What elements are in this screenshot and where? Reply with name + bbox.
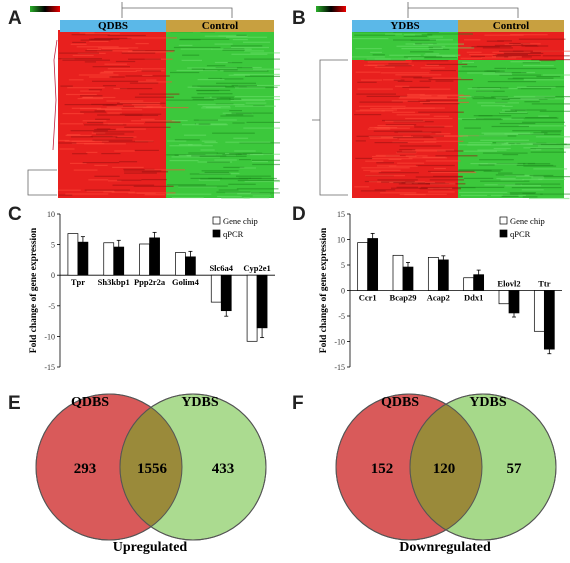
venn-f-caption: Downregulated bbox=[399, 540, 491, 555]
panel-letter-d: D bbox=[292, 204, 306, 225]
bar-qpcr bbox=[543, 290, 555, 350]
y-tick-label: 10 bbox=[47, 210, 55, 219]
bar-qpcr bbox=[220, 274, 232, 312]
bar-qpcr bbox=[367, 238, 379, 291]
bar-qpcr bbox=[77, 241, 89, 276]
legend-label: Gene chip bbox=[223, 216, 258, 226]
venn-e-overlap bbox=[120, 394, 182, 540]
venn-e-overlap-count: 1556 bbox=[137, 461, 167, 477]
panel-letter-e: E bbox=[8, 393, 21, 414]
y-tick-label: -10 bbox=[334, 338, 345, 347]
category-label: Elovl2 bbox=[497, 279, 520, 289]
bar-gene-chip bbox=[427, 256, 439, 291]
group-label-control-b: Control bbox=[458, 20, 564, 32]
y-tick-label: 0 bbox=[341, 287, 345, 296]
category-label: Ddx1 bbox=[464, 293, 483, 303]
venn-e-left-label: QDBS bbox=[70, 395, 110, 410]
category-label: Cyp2e1 bbox=[243, 263, 270, 273]
y-tick-label: 5 bbox=[341, 261, 345, 270]
color-key-b bbox=[316, 6, 346, 12]
venn-f bbox=[335, 393, 557, 541]
venn-f-left-label: QDBS bbox=[380, 395, 420, 410]
y-tick-label: -5 bbox=[48, 302, 55, 311]
legend-label: Gene chip bbox=[510, 216, 545, 226]
heatmap-b bbox=[312, 2, 570, 200]
venn-e-caption: Upregulated bbox=[112, 540, 188, 555]
panel-letter-c: C bbox=[8, 204, 22, 225]
legend-label: qPCR bbox=[510, 229, 531, 239]
heatmap-a bbox=[27, 2, 280, 199]
y-tick-label: -5 bbox=[338, 312, 345, 321]
bar-gene-chip bbox=[392, 254, 404, 291]
venn-f-overlap-count: 120 bbox=[432, 461, 456, 477]
category-label: Ttr bbox=[538, 279, 551, 289]
category-label: Sh3kbp1 bbox=[98, 277, 130, 287]
venn-e bbox=[35, 393, 267, 541]
legend-swatch bbox=[499, 216, 508, 225]
y-tick-label: -15 bbox=[44, 363, 55, 372]
bar-gene-chip bbox=[175, 252, 186, 276]
category-label: Slc6a4 bbox=[209, 263, 233, 273]
legend-swatch bbox=[212, 216, 221, 225]
venn-f-left-count: 152 bbox=[370, 461, 394, 477]
bar-gene-chip bbox=[463, 277, 475, 291]
panel-letter-a: A bbox=[8, 8, 22, 29]
y-tick-label: -10 bbox=[44, 332, 55, 341]
legend-label: qPCR bbox=[223, 229, 244, 239]
category-label: Acap2 bbox=[427, 293, 450, 303]
bar-qpcr bbox=[437, 259, 449, 291]
bar-qpcr bbox=[473, 274, 485, 291]
bar-qpcr bbox=[256, 274, 268, 329]
color-key-a bbox=[30, 6, 60, 12]
bar-gene-chip bbox=[103, 242, 115, 276]
bar-qpcr bbox=[113, 246, 125, 276]
bar-gene-chip bbox=[210, 274, 222, 303]
y-tick-label: 5 bbox=[51, 241, 55, 250]
y-tick-label: -15 bbox=[334, 363, 345, 372]
category-label: Bcap29 bbox=[390, 293, 417, 303]
group-label-qdbs: QDBS bbox=[60, 20, 166, 32]
bar-gene-chip bbox=[357, 242, 369, 291]
chart-c: -15 -10 -5 0 5 10 Fold change of gene expressi… bbox=[29, 210, 275, 372]
bar-gene-chip bbox=[67, 233, 79, 276]
bar-gene-chip bbox=[139, 243, 150, 276]
bar-gene-chip bbox=[533, 290, 545, 332]
y-axis-label: Fold change of gene expression bbox=[29, 227, 39, 353]
venn-e-right-label: YDBS bbox=[181, 395, 219, 410]
venn-e-right-count: 433 bbox=[211, 461, 235, 477]
panel-letter-f: F bbox=[292, 393, 304, 414]
y-tick-label: 10 bbox=[337, 236, 345, 245]
category-label: Ppp2r2a bbox=[134, 277, 166, 287]
venn-f-right-label: YDBS bbox=[469, 395, 507, 410]
venn-f-overlap bbox=[410, 394, 482, 540]
group-label-control-a: Control bbox=[166, 20, 274, 32]
chart-d: -15 -10 -5 0 5 10 15 Fold change of gene expres… bbox=[319, 210, 562, 372]
y-tick-label: 15 bbox=[337, 210, 345, 219]
legend-swatch bbox=[212, 229, 221, 238]
category-label: Tpr bbox=[71, 277, 85, 287]
category-label: Golim4 bbox=[172, 277, 200, 287]
bar-qpcr bbox=[508, 290, 520, 314]
category-label: Ccr1 bbox=[359, 293, 377, 303]
bar-qpcr bbox=[149, 237, 160, 276]
bar-gene-chip bbox=[498, 290, 510, 305]
venn-e-left-count: 293 bbox=[73, 461, 97, 477]
group-label-ydbs: YDBS bbox=[352, 20, 458, 32]
y-axis-label: Fold change of gene expression bbox=[319, 227, 329, 353]
bar-qpcr bbox=[185, 256, 196, 276]
legend-swatch bbox=[499, 229, 508, 238]
bar-qpcr bbox=[402, 266, 414, 291]
bar-gene-chip bbox=[246, 274, 258, 342]
venn-f-right-count: 57 bbox=[506, 461, 522, 477]
panel-letter-b: B bbox=[292, 8, 306, 29]
y-tick-label: 0 bbox=[51, 271, 55, 280]
